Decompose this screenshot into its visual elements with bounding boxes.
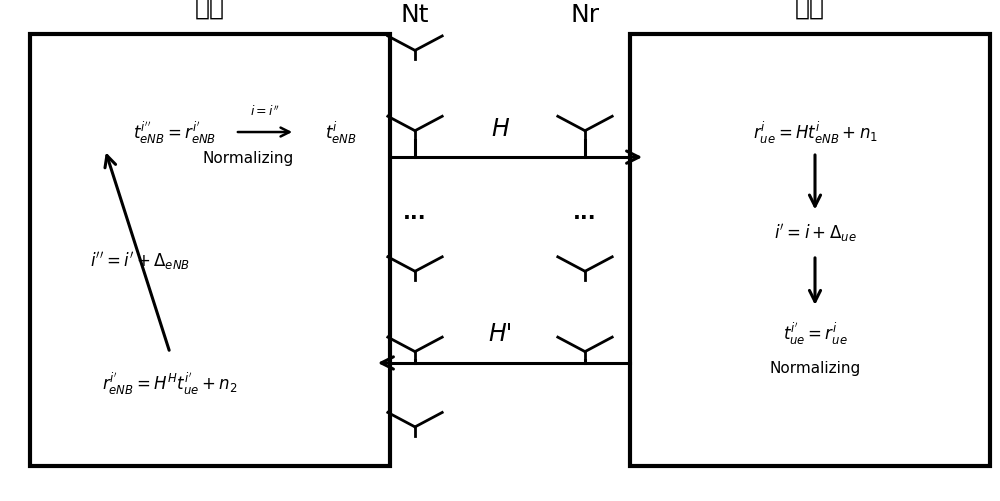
Text: ...: ... (403, 203, 427, 223)
Text: H': H' (488, 322, 512, 346)
Text: $r_{ue}^{i}=Ht_{eNB}^{i}+n_{1}$: $r_{ue}^{i}=Ht_{eNB}^{i}+n_{1}$ (753, 120, 877, 146)
Bar (630, 35, 990, 466)
Text: $t_{eNB}^{i^{\prime\prime}}=r_{eNB}^{i^{\prime}}$: $t_{eNB}^{i^{\prime\prime}}=r_{eNB}^{i^{… (133, 120, 217, 146)
Text: $r_{eNB}^{i^{\prime}}=H^{H}t_{ue}^{i^{\prime}}+n_{2}$: $r_{eNB}^{i^{\prime}}=H^{H}t_{ue}^{i^{\p… (102, 370, 238, 396)
Text: Normalizing: Normalizing (769, 361, 861, 376)
Text: $i^{\prime\prime}=i^{\prime}+\Delta_{eNB}$: $i^{\prime\prime}=i^{\prime}+\Delta_{eNB… (90, 249, 190, 272)
Text: 基站: 基站 (195, 0, 225, 20)
Text: $i^{\prime}=i+\Delta_{ue}$: $i^{\prime}=i+\Delta_{ue}$ (774, 222, 856, 244)
Text: Normalizing: Normalizing (202, 150, 294, 165)
Bar (30, 35, 390, 466)
Text: 终端: 终端 (795, 0, 825, 20)
Text: H: H (491, 116, 509, 140)
Text: $i=i^{\prime\prime}$: $i=i^{\prime\prime}$ (250, 105, 280, 119)
Text: ...: ... (573, 203, 597, 223)
Text: $t_{ue}^{i^{\prime}}=r_{ue}^{i}$: $t_{ue}^{i^{\prime}}=r_{ue}^{i}$ (783, 320, 847, 346)
Text: $t_{eNB}^{i}$: $t_{eNB}^{i}$ (325, 120, 357, 146)
Text: Nr: Nr (570, 3, 600, 27)
Text: Nt: Nt (401, 3, 429, 27)
